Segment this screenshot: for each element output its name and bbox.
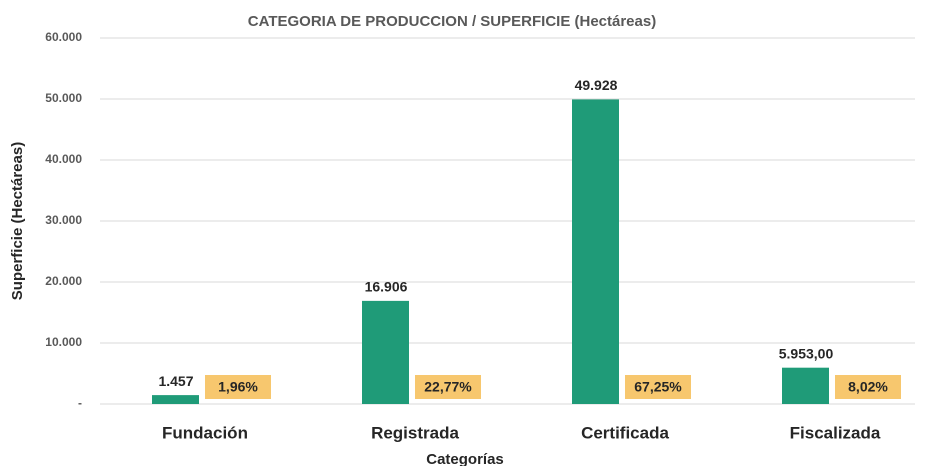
percent-box	[835, 375, 901, 399]
y-tick-label: 60.000	[45, 30, 82, 44]
value-label: 1.457	[158, 373, 193, 389]
y-tick-label: -	[78, 396, 82, 410]
y-axis-label: Superficie (Hectáreas)	[9, 142, 26, 300]
value-label: 16.906	[365, 279, 408, 295]
percent-box	[625, 375, 691, 399]
x-tick-label: Fiscalizada	[790, 423, 881, 442]
bar	[362, 300, 409, 404]
percent-label: 22,77%	[424, 379, 472, 395]
y-tick-label: 10.000	[45, 335, 82, 349]
y-tick-label: 40.000	[45, 152, 82, 166]
y-tick-label: 50.000	[45, 91, 82, 105]
percent-label: 67,25%	[634, 379, 682, 395]
chart-title: CATEGORIA DE PRODUCCION / SUPERFICIE (He…	[248, 13, 656, 30]
y-tick-label: 20.000	[45, 274, 82, 288]
percent-label: 8,02%	[848, 379, 888, 395]
y-tick-label: 30.000	[45, 213, 82, 227]
percent-label: 1,96%	[218, 379, 258, 395]
x-tick-label: Fundación	[162, 423, 248, 442]
percent-box	[415, 375, 481, 399]
bar	[572, 99, 619, 404]
x-axis-label: Categorías	[426, 451, 504, 466]
value-label: 49.928	[575, 77, 618, 93]
bar	[782, 367, 829, 404]
x-tick-label: Registrada	[371, 423, 459, 442]
x-tick-label: Certificada	[581, 423, 669, 442]
percent-box	[205, 375, 271, 399]
bar	[152, 395, 199, 404]
value-label: 5.953,00	[779, 345, 834, 361]
